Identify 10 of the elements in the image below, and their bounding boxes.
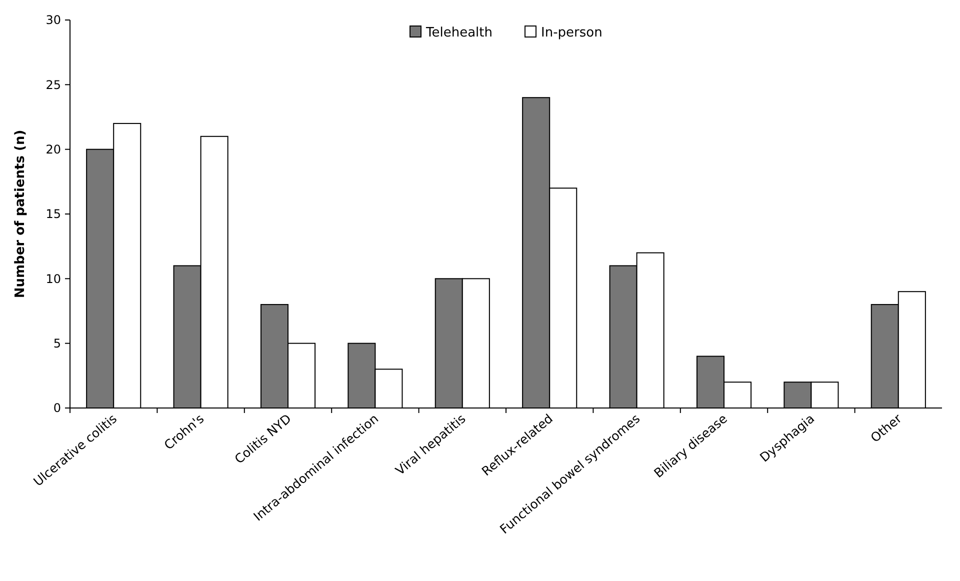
y-tick-label: 30 <box>46 13 61 28</box>
legend-label: In-person <box>541 26 602 41</box>
y-tick-label: 15 <box>46 207 61 222</box>
y-tick-label: 20 <box>46 142 61 157</box>
y-axis-title: Number of patients (n) <box>13 130 28 298</box>
y-tick-label: 5 <box>53 336 61 351</box>
y-tick-label: 10 <box>46 272 61 286</box>
legend-label: Telehealth <box>425 26 492 41</box>
y-tick-label: 0 <box>53 401 61 416</box>
y-tick-label: 25 <box>46 78 61 92</box>
